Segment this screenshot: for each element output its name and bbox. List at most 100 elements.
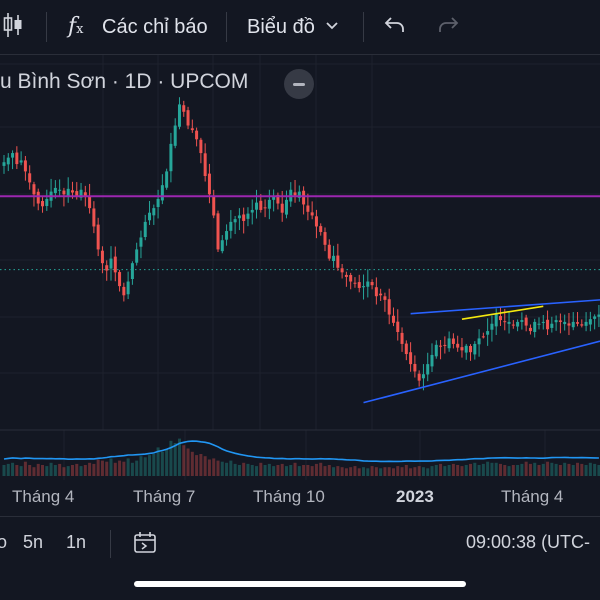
indicators-button[interactable]: fx Các chỉ báo	[68, 0, 208, 54]
volume-bar	[259, 462, 263, 476]
candle-body	[186, 110, 190, 126]
trendline-channel-top-flat	[410, 299, 600, 315]
volume-bar	[199, 454, 203, 476]
volume-bar	[306, 465, 310, 476]
trendline-channel-lower	[363, 340, 600, 404]
volume-bar	[88, 462, 92, 476]
candle-body	[567, 323, 571, 326]
volume-bar	[284, 466, 288, 476]
candle-body	[597, 314, 600, 317]
volume-bar	[516, 465, 520, 476]
volume-bar	[520, 463, 524, 476]
candle-body	[88, 196, 92, 209]
candle-body	[593, 316, 597, 319]
charts-dropdown[interactable]: Biểu đồ	[247, 0, 339, 54]
candle-body	[537, 323, 541, 325]
candle-body	[105, 265, 109, 271]
candle-body	[584, 321, 588, 326]
volume-bar	[383, 467, 387, 476]
chart-type-button[interactable]	[2, 0, 24, 54]
volume-bar	[6, 463, 10, 476]
candle-body	[366, 281, 370, 287]
volume-bar	[426, 468, 430, 476]
price-chart[interactable]	[0, 55, 600, 516]
volume-bar	[169, 440, 173, 476]
volume-bar	[233, 463, 237, 476]
candle-body	[494, 313, 498, 327]
candle-body	[165, 171, 169, 188]
candle-body	[344, 274, 348, 277]
candle-body	[302, 190, 306, 205]
candle-body	[391, 315, 395, 323]
volume-bar	[113, 462, 117, 476]
candle-body	[550, 323, 554, 328]
candle-body	[229, 221, 233, 231]
candle-body	[588, 319, 592, 325]
volume-moving-average-line	[3, 440, 599, 463]
volume-bar	[28, 465, 32, 476]
time-axis-label: Tháng 10	[253, 487, 325, 506]
candle-body	[528, 327, 532, 332]
volume-bar	[464, 465, 468, 476]
volume-bar	[276, 465, 280, 476]
range-button-partial[interactable]: o	[0, 532, 8, 552]
candle-body	[469, 345, 473, 353]
volume-bar	[546, 461, 550, 476]
volume-bar	[66, 466, 70, 476]
candle-body	[126, 281, 130, 295]
undo-button[interactable]	[383, 0, 407, 54]
candle-body	[152, 208, 156, 216]
candle-body	[554, 320, 558, 323]
volume-bar	[139, 456, 143, 476]
candle-body	[28, 173, 32, 183]
top-toolbar: fx Các chỉ báo Biểu đồ	[0, 0, 600, 54]
collapse-legend-button[interactable]	[284, 69, 314, 99]
volume-bar	[156, 447, 160, 476]
volume-bar	[92, 463, 96, 476]
volume-bar	[212, 458, 216, 476]
volume-bar	[554, 463, 558, 476]
calendar-range-icon	[132, 532, 158, 560]
candle-body	[6, 157, 10, 165]
volume-bar	[571, 465, 575, 476]
range-1d-button[interactable]: 1n	[66, 532, 87, 552]
volume-bar	[135, 460, 139, 476]
candle-body	[118, 272, 122, 287]
candle-body	[212, 195, 216, 216]
redo-button[interactable]	[436, 0, 460, 54]
candle-body	[327, 244, 331, 259]
volume-bar	[293, 462, 297, 476]
volume-bar	[340, 467, 344, 476]
candle-body	[122, 286, 126, 296]
volume-bar	[413, 467, 417, 476]
volume-bar	[498, 463, 502, 476]
candle-body	[237, 215, 241, 219]
minus-icon	[293, 82, 305, 86]
symbol-title[interactable]: u Bình Sơn · 1D · UPCOM	[0, 70, 249, 93]
volume-bar	[182, 445, 186, 476]
volume-bar	[45, 466, 49, 476]
volume-bar	[250, 465, 254, 476]
toolbar-divider	[46, 12, 47, 42]
candle-body	[409, 352, 413, 365]
volume-bar	[36, 463, 40, 476]
candle-body	[259, 200, 263, 210]
time-axis-label: Tháng 4	[12, 487, 75, 506]
volume-bar	[203, 456, 207, 476]
candle-body	[276, 194, 280, 204]
date-range-button[interactable]	[132, 530, 158, 561]
candle-body	[396, 321, 400, 332]
range-5d-button[interactable]: 5n	[23, 532, 44, 552]
volume-bar	[451, 463, 455, 476]
volume-bar	[319, 462, 323, 476]
volume-bar	[439, 463, 443, 476]
clock-timezone[interactable]: 09:00:38 (UTC-	[466, 532, 591, 552]
candle-body	[533, 321, 537, 333]
charts-label: Biểu đồ	[247, 15, 315, 38]
candle-body	[383, 296, 387, 300]
candle-body	[340, 268, 344, 273]
volume-bar	[447, 465, 451, 476]
candle-body	[75, 191, 79, 197]
candle-body	[323, 232, 327, 245]
candle-body	[507, 321, 511, 324]
